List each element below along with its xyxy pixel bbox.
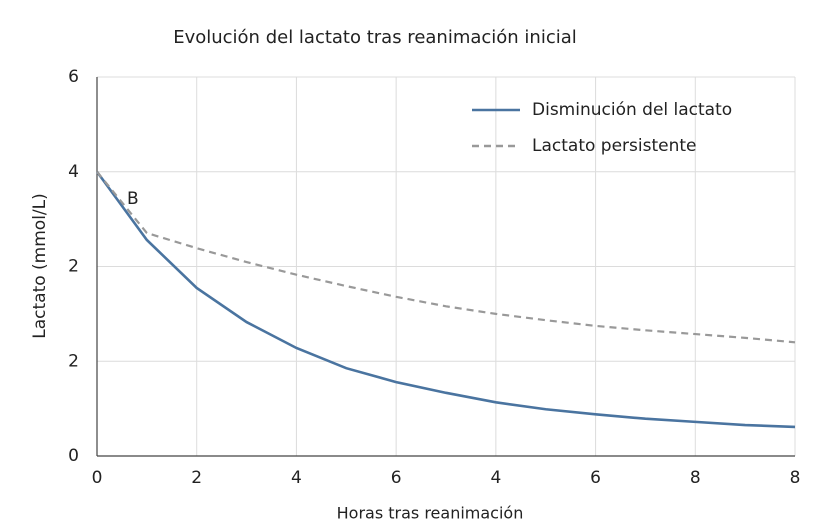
- y-tick-label: 0: [68, 446, 79, 466]
- legend-label: Lactato persistente: [532, 136, 697, 156]
- x-tick-label: 0: [92, 468, 103, 488]
- y-tick-label: 6: [68, 67, 79, 87]
- x-axis-label: Horas tras reanimación: [337, 504, 524, 523]
- y-axis-label: Lactato (mmol/L): [30, 193, 50, 339]
- annotation: B: [127, 189, 139, 209]
- y-tick-label: 2: [68, 257, 79, 277]
- legend-label: Disminución del lactato: [532, 100, 732, 120]
- series-line: [96, 171, 796, 344]
- x-tick-label: 8: [790, 468, 801, 488]
- x-tick-label: 4: [490, 468, 501, 488]
- x-tick-label: 6: [391, 468, 402, 488]
- chart-title: Evolución del lactato tras reanimación i…: [173, 27, 577, 48]
- x-tick-label: 4: [291, 468, 302, 488]
- y-tick-label: 4: [68, 162, 79, 182]
- x-tick-label: 6: [590, 468, 601, 488]
- y-tick-label: 2: [68, 351, 79, 371]
- x-tick-label: 8: [690, 468, 701, 488]
- series-line: [95, 170, 796, 429]
- x-tick-label: 2: [191, 468, 202, 488]
